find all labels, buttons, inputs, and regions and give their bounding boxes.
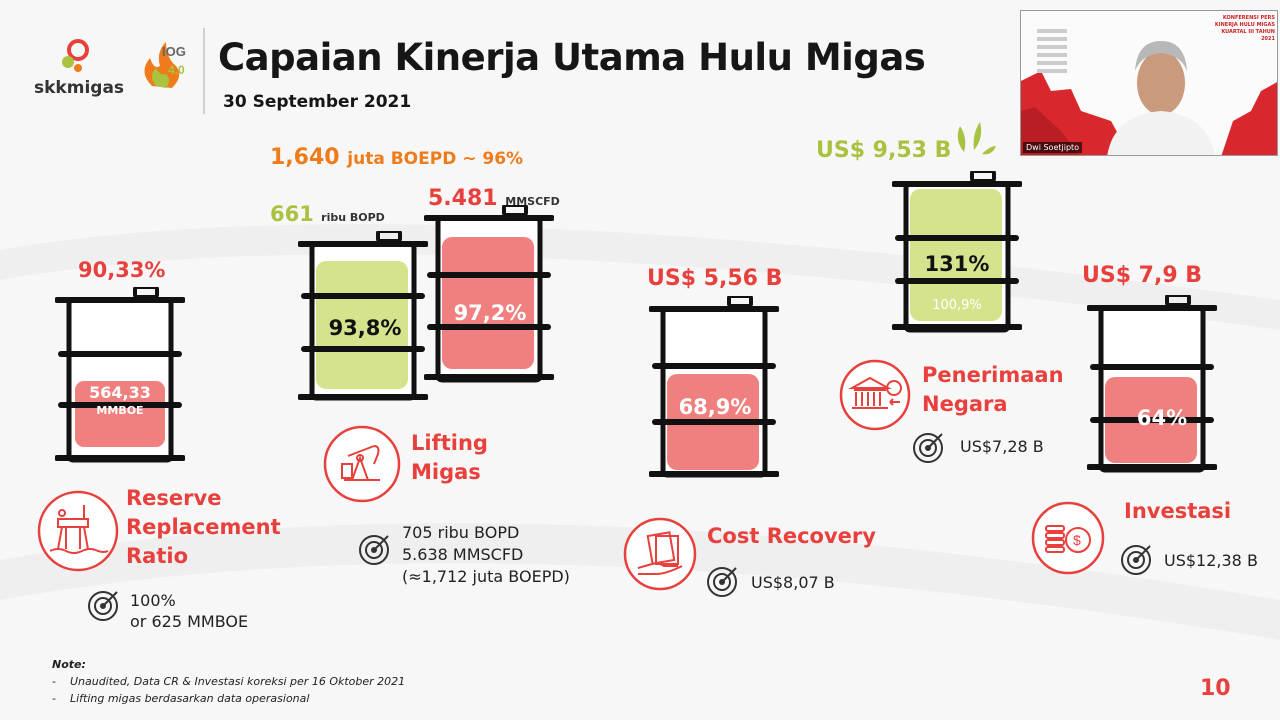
lifting-oil-value: 661 ribu BOPD (270, 202, 385, 226)
webcam-overlay: KONFERENSI PERS KINERJA HULU MIGAS KUART… (1020, 10, 1278, 156)
cost-recovery-value: US$ 5,56 B (647, 266, 783, 291)
oil-pump-icon (323, 425, 401, 503)
header-divider (203, 28, 205, 114)
lifting-total-value: 1,640 (270, 145, 340, 170)
oil-value: 661 (270, 202, 314, 226)
svg-text:$: $ (1073, 532, 1081, 548)
lifting-target-2: 5.638 MMSCFD (402, 545, 524, 564)
webcam-slide-title-1: KONFERENSI PERS (1222, 15, 1275, 21)
rrr-label-2: Replacement (126, 515, 281, 539)
rrr-target-icon (88, 591, 118, 621)
penerimaan-label-1: Penerimaan (922, 363, 1064, 387)
lifting-total: 1,640 juta BOEPD ~ 96% (270, 145, 523, 170)
cash-hand-icon (623, 517, 697, 591)
penerimaan-target-icon (913, 433, 943, 463)
presenter-name: Dwi Soetjipto (1023, 142, 1083, 153)
investasi-pct: 64% (1136, 406, 1188, 430)
rrr-label-1: Reserve (126, 486, 222, 510)
svg-text:IOG: IOG (162, 44, 186, 59)
penerimaan-value: US$ 9,53 B (816, 138, 952, 163)
iog-logo: IOG 4.0 (132, 36, 196, 96)
rrr-barrel (55, 287, 185, 463)
penerimaan-pct: 131% (924, 252, 990, 276)
lifting-target-1: 705 ribu BOPD (402, 523, 520, 542)
rrr-target-2: or 625 MMBOE (130, 612, 249, 631)
gas-barrel (424, 205, 554, 383)
penerimaan-target: US$7,28 B (960, 437, 1044, 456)
webcam-slide-title-3: KUARTAL III TAHUN 2021 (1221, 29, 1275, 42)
notes-item-1: - Unaudited, Data CR & Investasi koreksi… (52, 675, 406, 688)
cost-recovery-target: US$8,07 B (751, 573, 835, 592)
notes-item-2: - Lifting migas berdasarkan data operasi… (52, 692, 310, 705)
skkmigas-logo-icon (62, 39, 89, 72)
sprout-icon (957, 122, 996, 155)
page-number: 10 (1200, 676, 1231, 701)
lifting-target-icon (359, 535, 389, 565)
investasi-label: Investasi (1124, 499, 1232, 523)
rrr-value: 90,33% (78, 258, 166, 282)
investasi-target: US$12,38 B (1164, 551, 1258, 570)
skkmigas-logo: skkmigas (34, 36, 124, 98)
rrr-target-1: 100% (130, 591, 176, 610)
rrr-barrel-line1: 564,33 (89, 383, 151, 402)
investasi-value: US$ 7,9 B (1082, 263, 1203, 288)
coins-icon: $ (1031, 501, 1105, 575)
penerimaan-sub-pct: 100,9% (932, 298, 982, 313)
page-date: 30 September 2021 (223, 92, 412, 112)
gas-value: 5.481 (428, 186, 498, 211)
cost-recovery-label: Cost Recovery (707, 524, 876, 548)
gas-pct: 97,2% (453, 301, 527, 325)
webcam-slide-title: KONFERENSI PERS KINERJA HULU MIGAS KUART… (1209, 15, 1275, 43)
cost-recovery-pct: 68,9% (678, 395, 752, 419)
offshore-platform-icon (37, 490, 119, 572)
lifting-target-3: (≈1,712 juta BOEPD) (402, 567, 570, 586)
oil-barrel (298, 231, 428, 401)
page-title: Capaian Kinerja Utama Hulu Migas (218, 36, 926, 79)
oil-pct: 93,8% (328, 316, 402, 340)
lifting-gas-value: 5.481 MMSCFD (428, 186, 560, 211)
cost-recovery-barrel (649, 296, 779, 478)
iog-flame-icon: IOG 4.0 (144, 42, 186, 88)
lifting-label-2: Migas (411, 460, 481, 484)
notes: Note: - Unaudited, Data CR & Investasi k… (52, 656, 405, 707)
skkmigas-logo-text: skkmigas (34, 78, 125, 98)
rrr-label-3: Ratio (126, 544, 189, 568)
notes-heading: Note: (52, 658, 86, 671)
penerimaan-label-2: Negara (922, 392, 1008, 416)
penerimaan-barrel (892, 171, 1022, 333)
rrr-barrel-line2: MMBOE (96, 404, 144, 417)
notes-item-2-text: Lifting migas berdasarkan data operasion… (69, 692, 310, 705)
oil-unit: ribu BOPD (321, 211, 385, 224)
investasi-target-icon (1121, 545, 1151, 575)
cost-recovery-target-icon (707, 567, 737, 597)
government-building-icon (839, 359, 911, 431)
svg-text:4.0: 4.0 (168, 63, 185, 77)
webcam-slide-title-2: KINERJA HULU MIGAS (1214, 22, 1275, 28)
webcam-feed (1021, 11, 1277, 155)
lifting-total-unit: juta BOEPD ~ 96% (347, 149, 524, 169)
investasi-barrel (1087, 295, 1217, 473)
notes-item-1-text: Unaudited, Data CR & Investasi koreksi p… (69, 675, 406, 688)
lifting-label-1: Lifting (411, 431, 488, 455)
